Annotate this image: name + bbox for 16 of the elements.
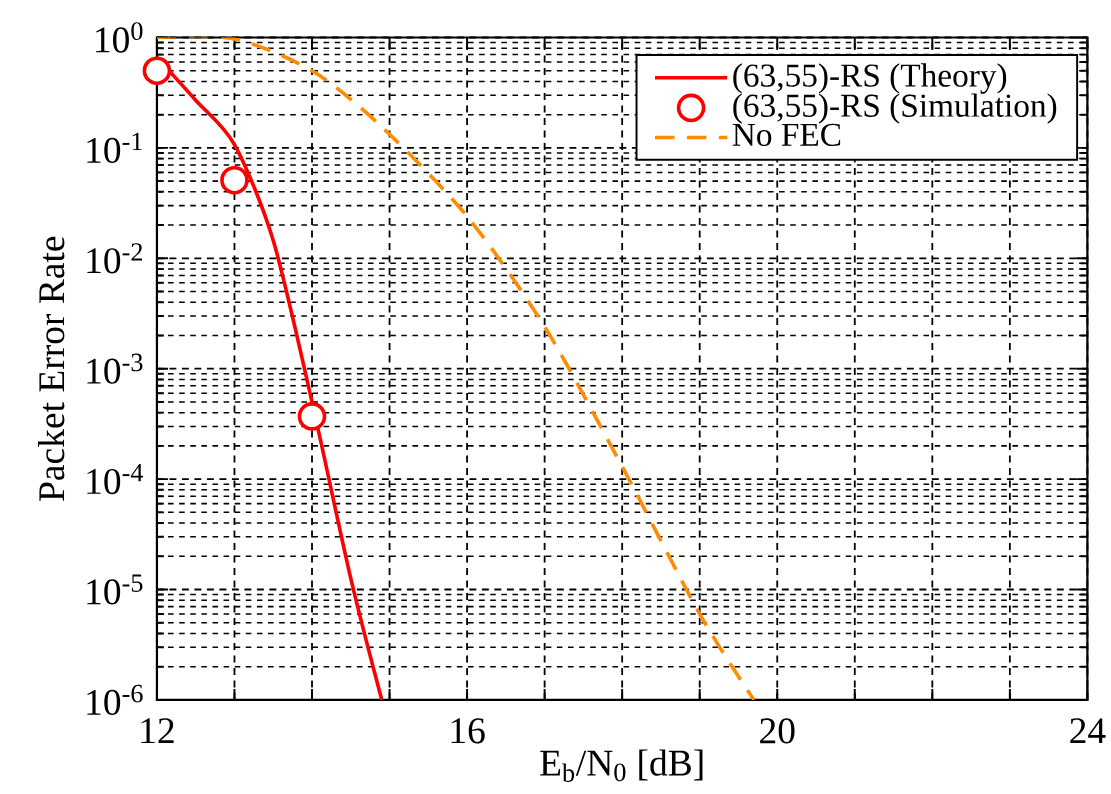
y-tick-label: 10$^{-2}$ [87, 243, 143, 274]
x-axis-title: E$_{b}$/N$_{0}$ [dB] [540, 749, 703, 783]
y-tick-label: 10$^{-4}$ [87, 464, 144, 495]
x-tick-label: 20 [760, 718, 795, 744]
y-axis-title: Packet Error Rate [37, 236, 65, 501]
x-tick-label: 16 [451, 718, 485, 744]
y-tick-label: 10$^{-6}$ [87, 684, 143, 716]
legend-label: (63,55)-RS (Simulation) [733, 93, 1057, 124]
legend-label: (63,55)-RS (Theory) [733, 63, 1007, 94]
y-tick-label: 10$^{0}$ [96, 22, 143, 53]
y-tick-label: 10$^{-3}$ [87, 353, 143, 384]
legend-label: No FEC [732, 123, 841, 147]
y-tick-label: 10$^{-1}$ [87, 132, 142, 164]
y-tick-label: 10$^{-5}$ [87, 574, 143, 605]
x-tick-label: 12 [141, 718, 174, 744]
x-tick-label: 24 [1070, 718, 1106, 744]
